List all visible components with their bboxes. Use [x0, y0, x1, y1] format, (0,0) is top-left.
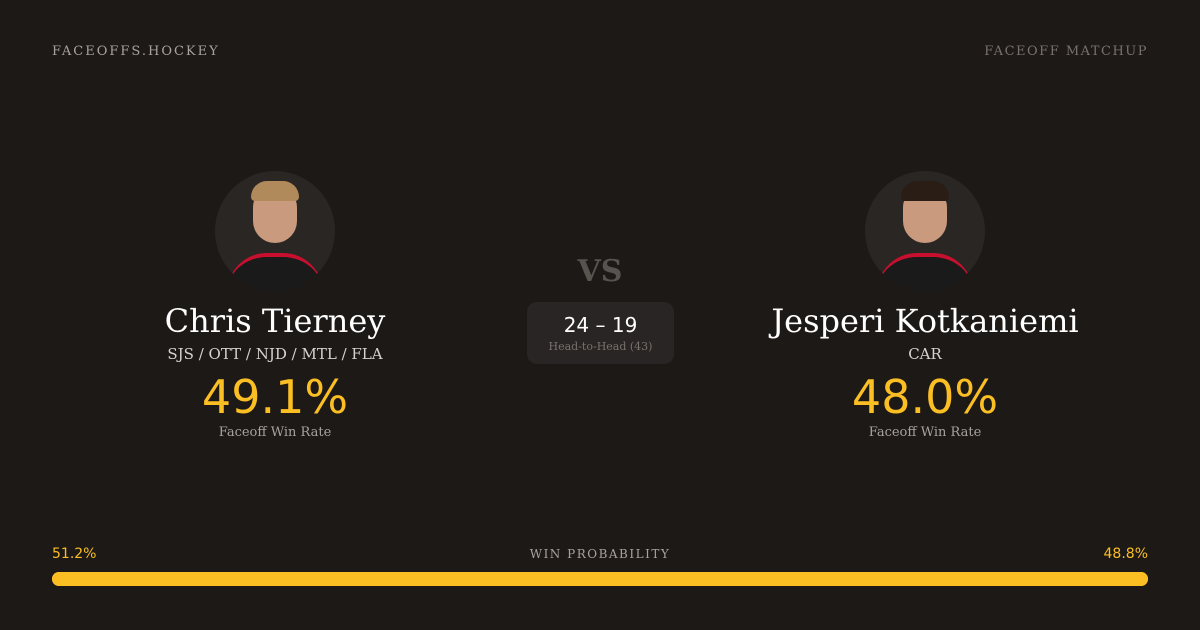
vs-label: VS — [577, 254, 623, 289]
player-left: Chris Tierney SJS / OTT / NJD / MTL / FL… — [75, 171, 475, 440]
win-probability-left-fill — [52, 572, 614, 586]
player-win-rate: 49.1% — [201, 370, 349, 424]
head-to-head-label: Head-to-Head (43) — [548, 340, 653, 353]
page-tag: FACEOFF MATCHUP — [984, 44, 1148, 59]
player-avatar — [865, 171, 985, 291]
win-probability-bar — [52, 572, 1148, 586]
win-probability-left: 51.2% — [52, 546, 97, 562]
win-rate-label: Faceoff Win Rate — [868, 425, 982, 440]
player-avatar — [215, 171, 335, 291]
player-teams: CAR — [908, 345, 942, 363]
brand-logo-text: FACEOFFS.HOCKEY — [52, 44, 220, 59]
win-probability-label: WIN PROBABILITY — [529, 547, 671, 561]
win-rate-label: Faceoff Win Rate — [218, 425, 332, 440]
win-probability-right-fill — [613, 572, 1148, 586]
player-right: Jesperi Kotkaniemi CAR 48.0% Faceoff Win… — [725, 171, 1125, 440]
player-name: Chris Tierney — [164, 302, 386, 340]
player-teams: SJS / OTT / NJD / MTL / FLA — [167, 345, 383, 363]
player-win-rate: 48.0% — [851, 370, 999, 424]
win-probability-right: 48.8% — [1103, 546, 1148, 562]
player-name: Jesperi Kotkaniemi — [771, 302, 1079, 340]
head-to-head-score: 24 – 19 — [563, 313, 638, 337]
head-to-head-card: 24 – 19 Head-to-Head (43) — [527, 302, 674, 364]
